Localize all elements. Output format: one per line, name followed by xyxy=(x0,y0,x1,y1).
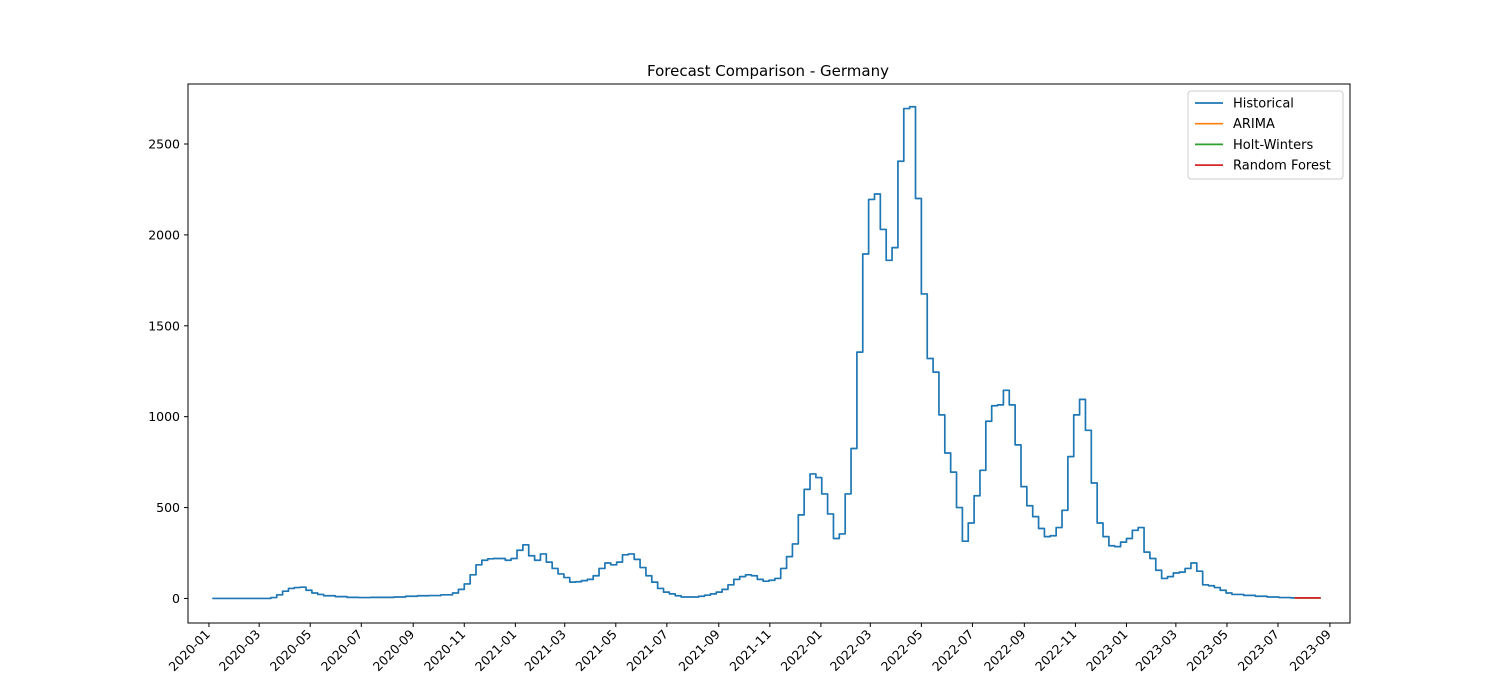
legend-label-historical: Historical xyxy=(1233,97,1294,112)
y-tick-label: 1000 xyxy=(148,409,180,424)
y-axis: 0 500 1000 1500 2000 2500 xyxy=(148,136,188,606)
legend: Historical ARIMA Holt-Winters Random Forest xyxy=(1187,90,1344,180)
legend-label-holt-winters: Holt-Winters xyxy=(1233,138,1313,153)
plot-frame xyxy=(187,83,1351,624)
y-tick-label: 2000 xyxy=(148,227,180,242)
series-line-historical xyxy=(212,105,1295,600)
legend-label-random-forest: Random Forest xyxy=(1233,159,1331,174)
chart-title: Forecast Comparison - Germany xyxy=(647,62,889,80)
legend-label-arima: ARIMA xyxy=(1233,117,1275,132)
y-tick-label: 2500 xyxy=(148,136,180,151)
legend-box xyxy=(1187,90,1344,180)
y-tick-label: 500 xyxy=(156,500,180,515)
y-tick-label: 1500 xyxy=(148,318,180,333)
y-tick-label: 0 xyxy=(172,591,180,606)
series-layer xyxy=(212,105,1321,600)
